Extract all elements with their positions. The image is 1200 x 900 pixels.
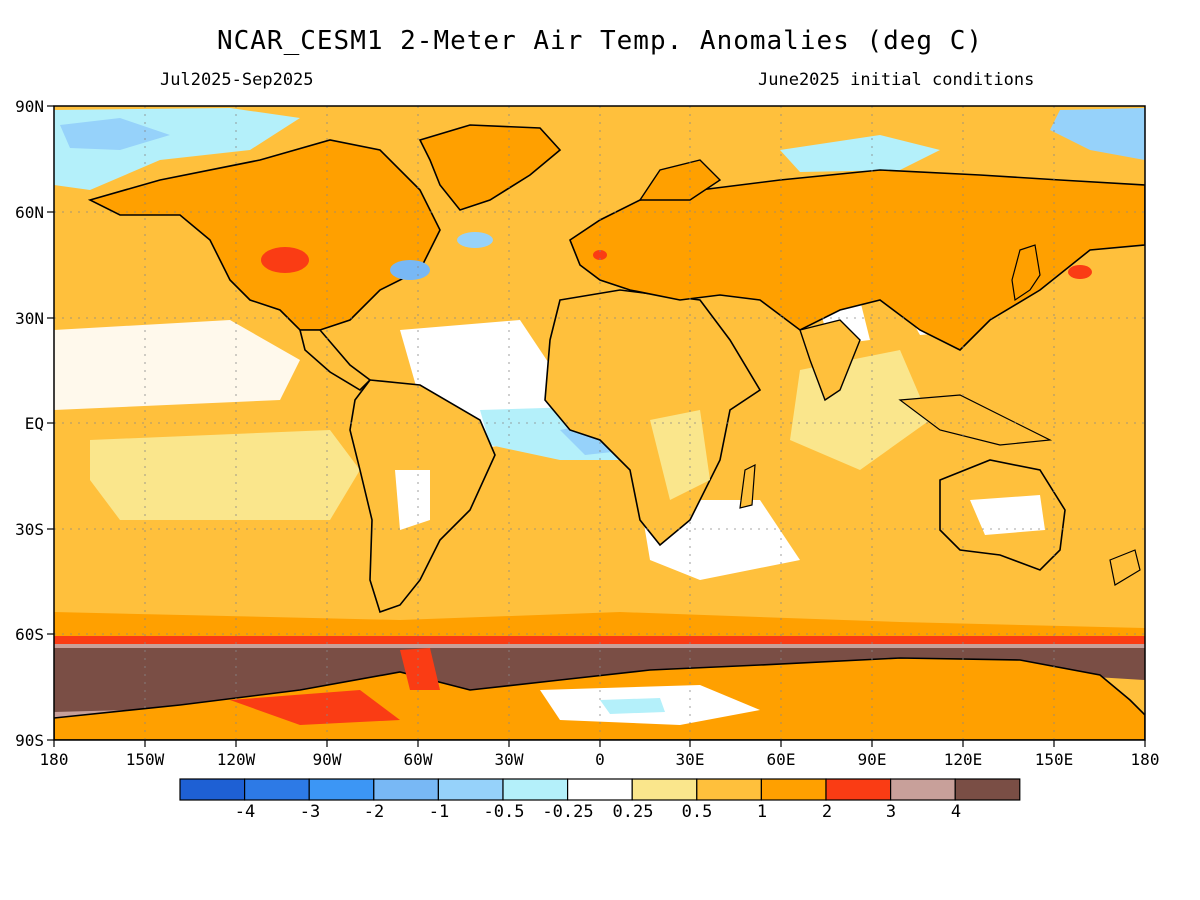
siberia-arctic-patch bbox=[780, 135, 940, 172]
colorbar-label: 0.25 bbox=[612, 802, 654, 822]
colorbar-swatch bbox=[954, 778, 1021, 801]
lon-label-90w: 90W bbox=[312, 750, 342, 769]
maritime-continent bbox=[898, 394, 1053, 446]
labrador-cool-spot bbox=[390, 260, 430, 280]
japan bbox=[1011, 244, 1041, 302]
colorbar-label: -0.5 bbox=[483, 802, 525, 822]
initial-conditions: June2025 initial conditions bbox=[758, 70, 1035, 90]
peninsula-hotspot bbox=[400, 648, 440, 690]
colorbar-swatch bbox=[825, 778, 892, 801]
map-field bbox=[54, 106, 1145, 740]
lon-label-90e: 90E bbox=[857, 750, 887, 769]
lat-label-60n: 60N bbox=[15, 203, 44, 222]
lat-label-90s: 90S bbox=[15, 731, 44, 750]
southern-ocean-pink-band bbox=[54, 644, 1145, 650]
lat-label-30s: 30S bbox=[15, 520, 44, 539]
colorbar-label: -1 bbox=[428, 802, 450, 822]
colorbar-swatch bbox=[502, 778, 569, 801]
eurasia bbox=[569, 169, 1145, 351]
colorbar-swatch bbox=[889, 778, 956, 801]
south-america-neutral-patch bbox=[395, 470, 430, 530]
colorbar-swatch bbox=[631, 778, 698, 801]
north-america bbox=[87, 139, 441, 331]
map-title: NCAR_CESM1 2-Meter Air Temp. Anomalies (… bbox=[216, 26, 984, 56]
colorbar-swatch bbox=[566, 778, 633, 801]
lon-label-120e: 120E bbox=[943, 750, 983, 769]
colorbar-swatch bbox=[308, 778, 375, 801]
madagascar bbox=[739, 463, 756, 509]
lon-label-150e: 150E bbox=[1034, 750, 1074, 769]
lat-label-90n: 90N bbox=[15, 97, 44, 116]
europe-hotspot bbox=[593, 250, 607, 260]
australia-neutral-patch bbox=[970, 495, 1045, 535]
lat-label-30n: 30N bbox=[15, 309, 44, 328]
antarctic-hot-patch bbox=[230, 690, 400, 725]
antarctic-cool-patch bbox=[600, 698, 665, 714]
southern-ocean-hot-band bbox=[54, 636, 1145, 644]
colorbar-swatch bbox=[373, 778, 439, 801]
forecast-period: Jul2025-Sep2025 bbox=[160, 70, 314, 90]
north-atlantic-cool-spot bbox=[457, 232, 493, 248]
east-arctic-patch bbox=[1050, 108, 1145, 160]
lon-label-180w: 180 bbox=[39, 750, 69, 769]
colorbar-label: 4 bbox=[950, 802, 962, 822]
graticule bbox=[54, 106, 1145, 740]
colorbar-label: 2 bbox=[821, 802, 833, 822]
lon-label-0: 0 bbox=[595, 750, 605, 769]
colorbar-label: 3 bbox=[885, 802, 897, 822]
lon-label-150w: 150W bbox=[125, 750, 165, 769]
colorbar-swatch bbox=[437, 778, 504, 801]
colorbar-label: 1 bbox=[756, 802, 768, 822]
scandinavia bbox=[638, 159, 722, 201]
north-america-hotspot bbox=[261, 247, 309, 273]
colorbar-swatch bbox=[696, 778, 762, 801]
india bbox=[799, 319, 861, 402]
lon-label-180e: 180 bbox=[1130, 750, 1160, 769]
greenland bbox=[418, 124, 562, 211]
colorbar-label: -4 bbox=[234, 802, 256, 822]
new-zealand bbox=[1109, 549, 1141, 586]
lon-label-60e: 60E bbox=[766, 750, 796, 769]
lon-label-30e: 30E bbox=[675, 750, 705, 769]
africa-light-patch bbox=[650, 410, 710, 500]
colorbar-label: -0.25 bbox=[542, 802, 594, 822]
lat-label-60s: 60S bbox=[15, 625, 44, 644]
colorbar bbox=[179, 778, 1021, 801]
colorbar-swatch bbox=[760, 778, 827, 801]
arctic-cold-patch bbox=[60, 118, 170, 150]
central-america bbox=[298, 329, 372, 392]
colorbar-label: -2 bbox=[363, 802, 385, 822]
lon-label-120w: 120W bbox=[216, 750, 256, 769]
lon-label-30w: 30W bbox=[494, 750, 524, 769]
colorbar-label: -3 bbox=[299, 802, 321, 822]
colorbar-swatch bbox=[244, 778, 310, 801]
south-pacific-light bbox=[90, 430, 360, 520]
colorbar-swatch bbox=[179, 778, 246, 801]
tropical-pacific-neutral bbox=[54, 320, 300, 410]
lon-label-60w: 60W bbox=[403, 750, 433, 769]
north-pacific-hotspot bbox=[1068, 265, 1092, 279]
colorbar-label: 0.5 bbox=[681, 802, 713, 822]
lat-label-eq: EQ bbox=[24, 414, 44, 433]
axis-ticks bbox=[47, 105, 1146, 747]
